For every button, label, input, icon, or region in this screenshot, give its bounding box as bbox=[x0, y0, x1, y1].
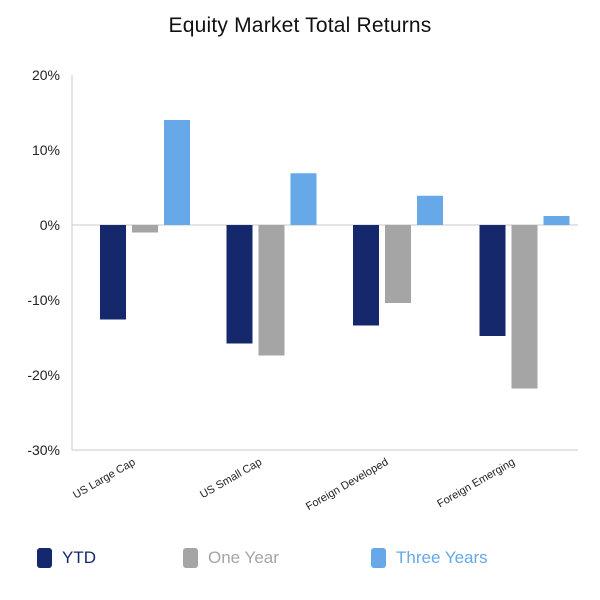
chart-legend: YTD One Year Three Years bbox=[0, 548, 600, 578]
legend-swatch-three-years bbox=[371, 548, 386, 568]
bar-ytd-foreign-emerging bbox=[479, 225, 506, 336]
legend-swatch-ytd bbox=[37, 548, 52, 568]
bar-three-years-us-small-cap bbox=[290, 173, 317, 225]
legend-label-three-years: Three Years bbox=[396, 548, 488, 567]
x-tick-label: Foreign Developed bbox=[304, 456, 390, 513]
x-tick-label: US Large Cap bbox=[71, 456, 137, 501]
y-tick-label: 10% bbox=[32, 142, 60, 158]
bar-ytd-foreign-developed bbox=[353, 225, 379, 326]
legend-item-ytd: YTD bbox=[37, 548, 96, 568]
bar-one-year-us-small-cap bbox=[258, 225, 285, 356]
x-tick-label: US Small Cap bbox=[198, 456, 264, 501]
chart-title: Equity Market Total Returns bbox=[168, 14, 432, 37]
legend-label-one-year: One Year bbox=[208, 548, 279, 567]
y-tick-label: 0% bbox=[40, 217, 60, 233]
y-tick-label: -30% bbox=[27, 442, 60, 458]
bar-three-years-us-large-cap bbox=[164, 120, 190, 225]
bar-ytd-us-small-cap bbox=[226, 225, 253, 344]
legend-item-three-years: Three Years bbox=[371, 548, 488, 568]
y-tick-label: -10% bbox=[27, 292, 60, 308]
x-tick-label: Foreign Emerging bbox=[435, 456, 517, 510]
legend-swatch-one-year bbox=[183, 548, 198, 568]
bar-one-year-foreign-emerging bbox=[511, 225, 538, 389]
legend-item-one-year: One Year bbox=[183, 548, 279, 568]
bar-one-year-us-large-cap bbox=[132, 225, 158, 233]
y-tick-label: -20% bbox=[27, 367, 60, 383]
bar-three-years-foreign-emerging bbox=[543, 216, 570, 225]
legend-label-ytd: YTD bbox=[62, 548, 96, 567]
bar-ytd-us-large-cap bbox=[100, 225, 126, 320]
bar-three-years-foreign-developed bbox=[417, 195, 443, 225]
bar-one-year-foreign-developed bbox=[385, 225, 411, 303]
y-tick-label: 20% bbox=[32, 67, 60, 83]
